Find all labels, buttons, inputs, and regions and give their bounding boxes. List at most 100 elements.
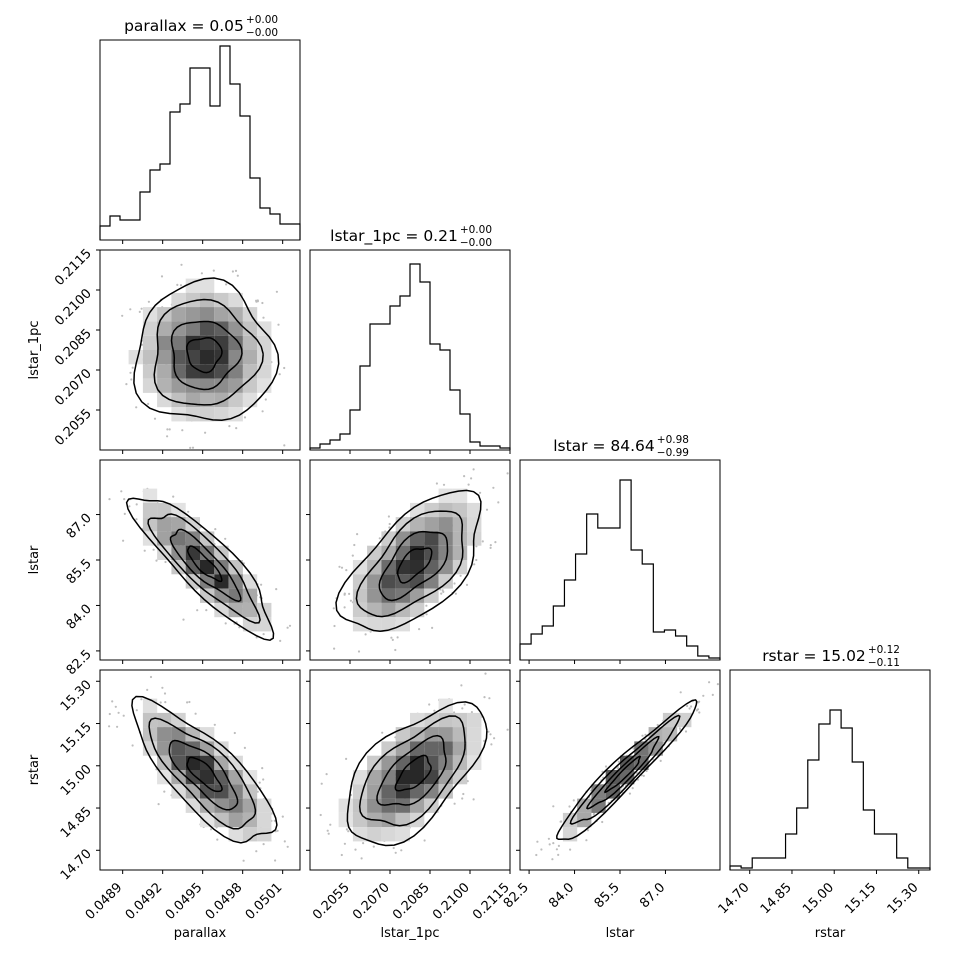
- sample-point: [147, 402, 150, 405]
- density-cell: [228, 560, 243, 575]
- sample-point: [494, 541, 497, 544]
- sample-point: [278, 373, 281, 376]
- sample-point: [327, 832, 330, 835]
- density-cell: [367, 617, 382, 632]
- density-cell: [200, 545, 215, 560]
- sample-point: [470, 711, 473, 714]
- sample-point: [147, 300, 150, 303]
- sample-point: [164, 560, 167, 564]
- sample-point: [236, 274, 239, 277]
- sample-point: [243, 416, 247, 419]
- density-cell: [185, 798, 200, 813]
- sample-point: [329, 823, 332, 826]
- sample-point: [204, 431, 207, 434]
- density-cell: [142, 321, 158, 336]
- sample-point: [572, 799, 575, 802]
- sample-point: [479, 491, 482, 494]
- sample-point: [347, 830, 350, 833]
- density-cell: [338, 798, 353, 813]
- sample-point: [351, 554, 354, 557]
- density-cell: [395, 798, 410, 813]
- sample-point: [467, 483, 470, 486]
- sample-point: [481, 540, 484, 543]
- density-cell: [200, 560, 215, 575]
- sample-point: [191, 446, 195, 449]
- scatter-frame: [309, 669, 511, 871]
- sample-point: [286, 626, 289, 629]
- density-cell: [200, 378, 215, 393]
- sample-point: [696, 708, 700, 711]
- sample-point: [288, 624, 292, 627]
- sample-point: [459, 574, 462, 577]
- sample-point: [453, 582, 456, 585]
- sample-point: [345, 757, 348, 761]
- x-tick-label-lstar: 84.0: [546, 880, 577, 911]
- sample-point: [320, 782, 323, 785]
- sample-point: [461, 707, 464, 710]
- density-cell: [452, 545, 468, 560]
- sample-point: [484, 672, 487, 675]
- sample-point: [120, 490, 123, 493]
- density-cell: [228, 321, 243, 336]
- title-upper-error-lstar_1pc: +0.00: [460, 224, 492, 236]
- density-cell: [142, 350, 158, 365]
- density-cell: [367, 545, 382, 560]
- density-cell: [591, 798, 606, 813]
- density-cell: [381, 545, 396, 560]
- sample-point: [493, 737, 496, 740]
- sample-point: [497, 501, 500, 504]
- density-cell: [200, 770, 215, 785]
- y-tick-label-lstar: 82.5: [64, 647, 95, 678]
- sample-point: [164, 701, 167, 704]
- contour-line: [148, 717, 257, 830]
- sample-point: [157, 803, 160, 806]
- density-cell: [185, 517, 200, 532]
- density-cell: [228, 307, 243, 322]
- sample-point: [552, 842, 555, 845]
- sample-point: [172, 495, 175, 498]
- density-cell: [214, 335, 229, 350]
- panel-title-lstar: lstar = 84.64: [553, 437, 655, 455]
- histogram-frame-lstar_1pc: [309, 249, 511, 451]
- contour-line: [569, 714, 681, 825]
- sample-point: [340, 853, 343, 857]
- sample-point: [540, 848, 543, 851]
- sample-point: [140, 307, 143, 310]
- density-cell: [157, 727, 172, 742]
- x-tick-label-parallax: 0.0492: [123, 880, 166, 923]
- density-cell: [410, 517, 425, 532]
- density-cell: [410, 560, 425, 575]
- panel-title-rstar: rstar = 15.02: [762, 647, 866, 665]
- density-cell: [242, 602, 258, 618]
- sample-point: [196, 609, 199, 612]
- density-cell: [438, 488, 453, 503]
- x-tick-label-rstar: 15.15: [842, 880, 879, 917]
- density-cell: [157, 392, 172, 408]
- density-cell: [242, 392, 258, 408]
- density-cell: [438, 784, 453, 799]
- sample-point: [506, 728, 509, 731]
- sample-point: [345, 828, 348, 831]
- density-cell: [438, 502, 453, 518]
- density-cell: [410, 545, 425, 560]
- y-axis-label-lstar: lstar: [27, 545, 42, 574]
- density-cell: [200, 307, 215, 322]
- density-cell: [395, 784, 410, 799]
- density-cell: [200, 392, 215, 408]
- sample-point: [108, 712, 111, 716]
- sample-point: [228, 425, 231, 428]
- density-cell: [157, 378, 172, 393]
- sample-point: [338, 565, 341, 568]
- density-cell: [338, 812, 353, 828]
- density-cell: [381, 798, 396, 813]
- density-cell: [214, 784, 229, 799]
- density-cell: [395, 770, 410, 785]
- sample-point: [283, 366, 286, 370]
- x-tick-label-parallax: 0.0489: [83, 880, 126, 923]
- sample-point: [153, 417, 157, 420]
- x-tick-label-rstar: 15.30: [885, 880, 922, 917]
- sample-point: [483, 739, 486, 743]
- density-cell: [214, 812, 229, 828]
- density-cell: [410, 770, 425, 785]
- sample-point: [123, 498, 126, 501]
